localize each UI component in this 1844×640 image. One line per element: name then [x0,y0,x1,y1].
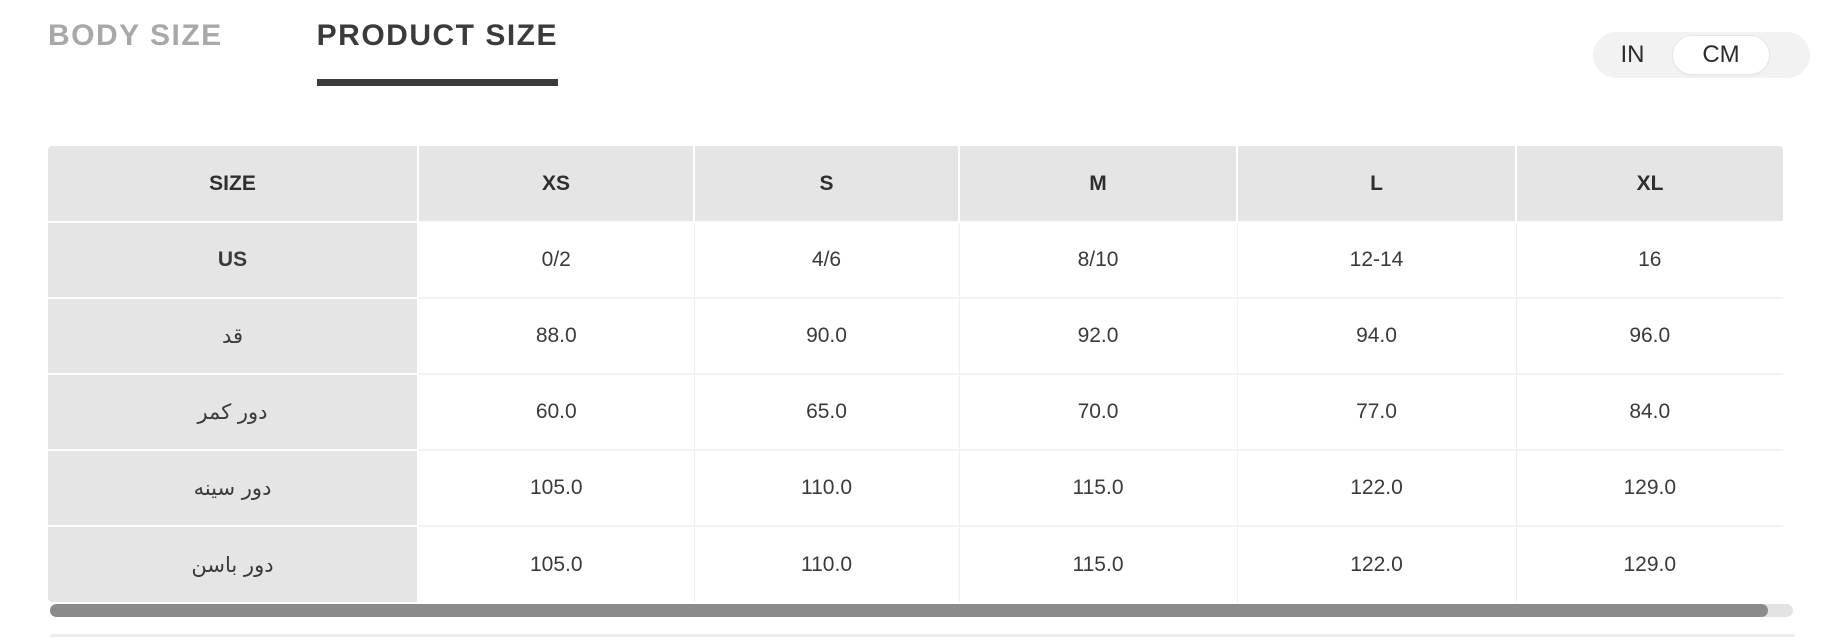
table-cell: 65.0 [694,374,960,451]
column-header-size: SIZE [48,146,419,223]
table-cell: 12-14 [1237,222,1517,299]
horizontal-scrollbar-thumb[interactable] [50,604,1768,617]
column-header-m: M [959,146,1238,223]
table-cell: 90.0 [694,298,960,375]
table-cell: 92.0 [959,298,1238,375]
table-row-hip: دور باسن 105.0 110.0 115.0 122.0 129.0 [48,526,1783,602]
table-cell: 4/6 [694,222,960,299]
table-cell: 110.0 [694,450,960,527]
row-label: دور کمر [48,374,419,451]
table-cell: 115.0 [959,450,1238,527]
tab-body-size[interactable]: BODY SIZE [48,19,223,52]
row-label: US [48,222,419,299]
table-cell: 70.0 [959,374,1238,451]
table-cell: 0/2 [418,222,695,299]
column-header-xl: XL [1516,146,1783,223]
table-cell: 129.0 [1516,526,1783,602]
table-row-chest: دور سینه 105.0 110.0 115.0 122.0 129.0 [48,450,1783,527]
table-row-us: US 0/2 4/6 8/10 12-14 16 [48,222,1783,299]
table-cell: 115.0 [959,526,1238,602]
column-header-l: L [1237,146,1517,223]
horizontal-scrollbar[interactable] [50,604,1793,617]
unit-toggle-thumb [1672,35,1770,75]
size-table: SIZE XS S M L XL US 0/2 4/6 8/10 12-14 1… [48,146,1783,602]
table-cell: 60.0 [418,374,695,451]
table-cell: 8/10 [959,222,1238,299]
table-cell: 96.0 [1516,298,1783,375]
table-cell: 16 [1516,222,1783,299]
unit-option-cm[interactable]: CM [1702,41,1740,68]
unit-toggle[interactable]: IN CM [1593,32,1810,78]
table-row-height: قد 88.0 90.0 92.0 94.0 96.0 [48,298,1783,375]
table-cell: 77.0 [1237,374,1517,451]
table-cell: 84.0 [1516,374,1783,451]
section-divider [50,634,1795,637]
table-cell: 110.0 [694,526,960,602]
row-label: دور سینه [48,450,419,527]
table-cell: 122.0 [1237,526,1517,602]
column-header-s: S [694,146,960,223]
column-header-xs: XS [418,146,695,223]
table-cell: 122.0 [1237,450,1517,527]
table-cell: 105.0 [418,526,695,602]
table-cell: 88.0 [418,298,695,375]
table-cell: 94.0 [1237,298,1517,375]
size-chart-tabs: BODY SIZE PRODUCT SIZE [48,19,559,86]
row-label: دور باسن [48,526,419,602]
table-cell: 129.0 [1516,450,1783,527]
table-header-row: SIZE XS S M L XL [48,146,1783,223]
unit-option-in[interactable]: IN [1620,41,1645,68]
tab-product-size[interactable]: PRODUCT SIZE [316,20,559,86]
table-row-waist: دور کمر 60.0 65.0 70.0 77.0 84.0 [48,374,1783,451]
row-label: قد [48,298,419,375]
table-cell: 105.0 [418,450,695,527]
